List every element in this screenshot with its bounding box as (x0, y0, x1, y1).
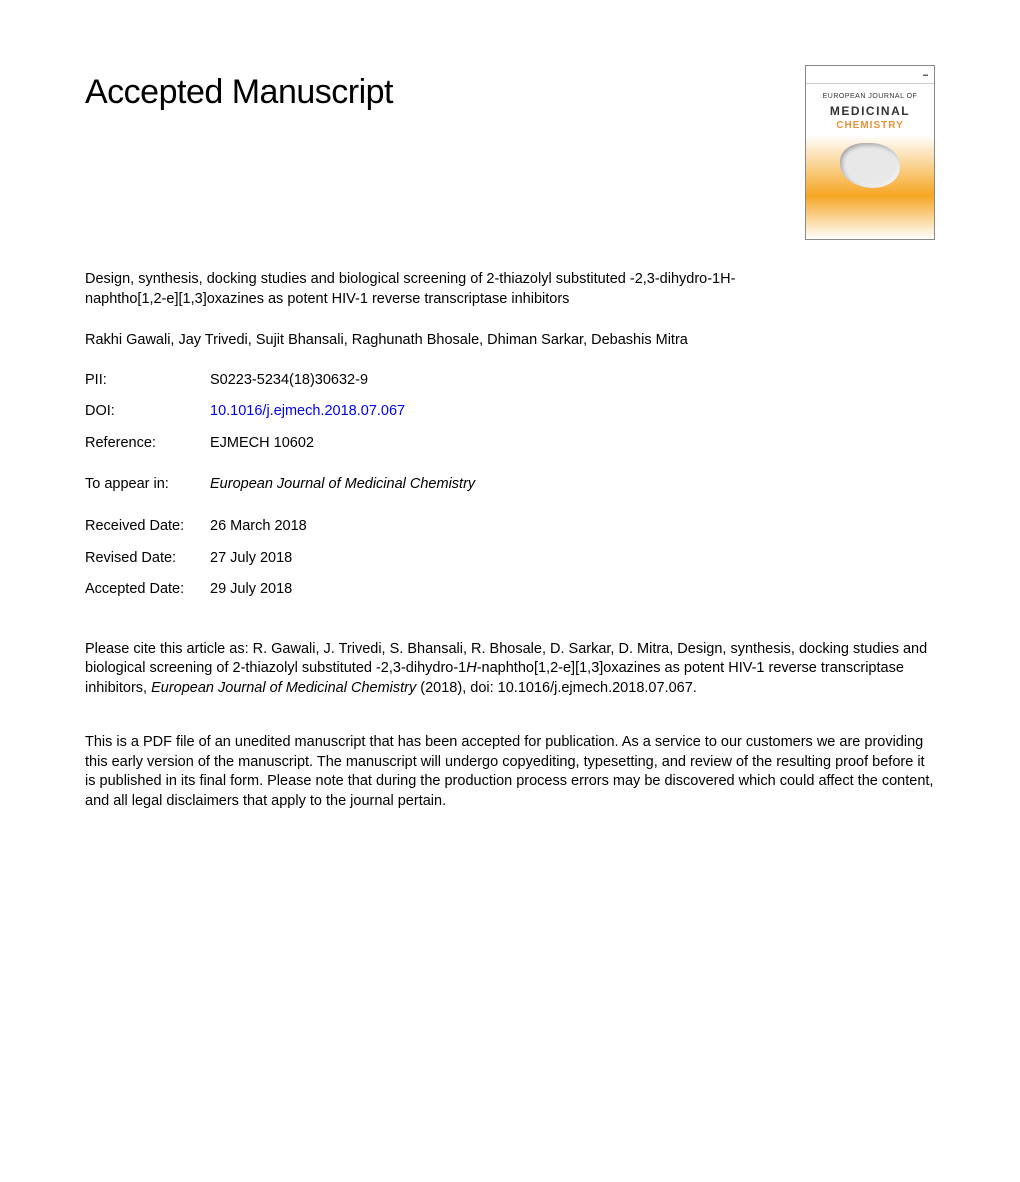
pii-label: PII: (85, 371, 210, 391)
revised-date-label: Revised Date: (85, 549, 210, 569)
reference-label: Reference: (85, 434, 210, 454)
doi-link[interactable]: 10.1016/j.ejmech.2018.07.067 (210, 402, 935, 422)
citation-text: Please cite this article as: R. Gawali, … (85, 640, 935, 699)
received-date-label: Received Date: (85, 517, 210, 537)
metadata-table: PII: S0223-5234(18)30632-9 DOI: 10.1016/… (85, 371, 935, 454)
reference-value: EJMECH 10602 (210, 434, 935, 454)
to-appear-value: European Journal of Medicinal Chemistry (210, 475, 935, 495)
to-appear-row: To appear in: European Journal of Medici… (85, 475, 935, 495)
received-date-value: 26 March 2018 (210, 517, 307, 537)
dates-table: Received Date: 26 March 2018 Revised Dat… (85, 517, 935, 600)
citation-italic-h: H (466, 660, 476, 676)
cover-journal-line1: EUROPEAN JOURNAL OF (806, 84, 934, 103)
accepted-date-value: 29 July 2018 (210, 580, 292, 600)
doi-label: DOI: (85, 402, 210, 422)
cover-journal-line2: MEDICINAL (806, 103, 934, 119)
to-appear-label: To appear in: (85, 475, 210, 495)
cover-journal-line3: CHEMISTRY (806, 119, 934, 133)
journal-cover-thumbnail: ▬ EUROPEAN JOURNAL OF MEDICINAL CHEMISTR… (805, 65, 935, 240)
accepted-date-label: Accepted Date: (85, 580, 210, 600)
page-title: Accepted Manuscript (85, 70, 393, 116)
cover-molecule-graphic (840, 143, 900, 188)
citation-journal: European Journal of Medicinal Chemistry (151, 680, 416, 696)
article-authors: Rakhi Gawali, Jay Trivedi, Sujit Bhansal… (85, 331, 765, 351)
article-title: Design, synthesis, docking studies and b… (85, 270, 765, 309)
cover-header: ▬ (806, 66, 934, 84)
disclaimer-text: This is a PDF file of an unedited manusc… (85, 733, 935, 811)
revised-date-value: 27 July 2018 (210, 549, 292, 569)
pii-value: S0223-5234(18)30632-9 (210, 371, 935, 391)
citation-suffix: (2018), doi: 10.1016/j.ejmech.2018.07.06… (416, 680, 697, 696)
